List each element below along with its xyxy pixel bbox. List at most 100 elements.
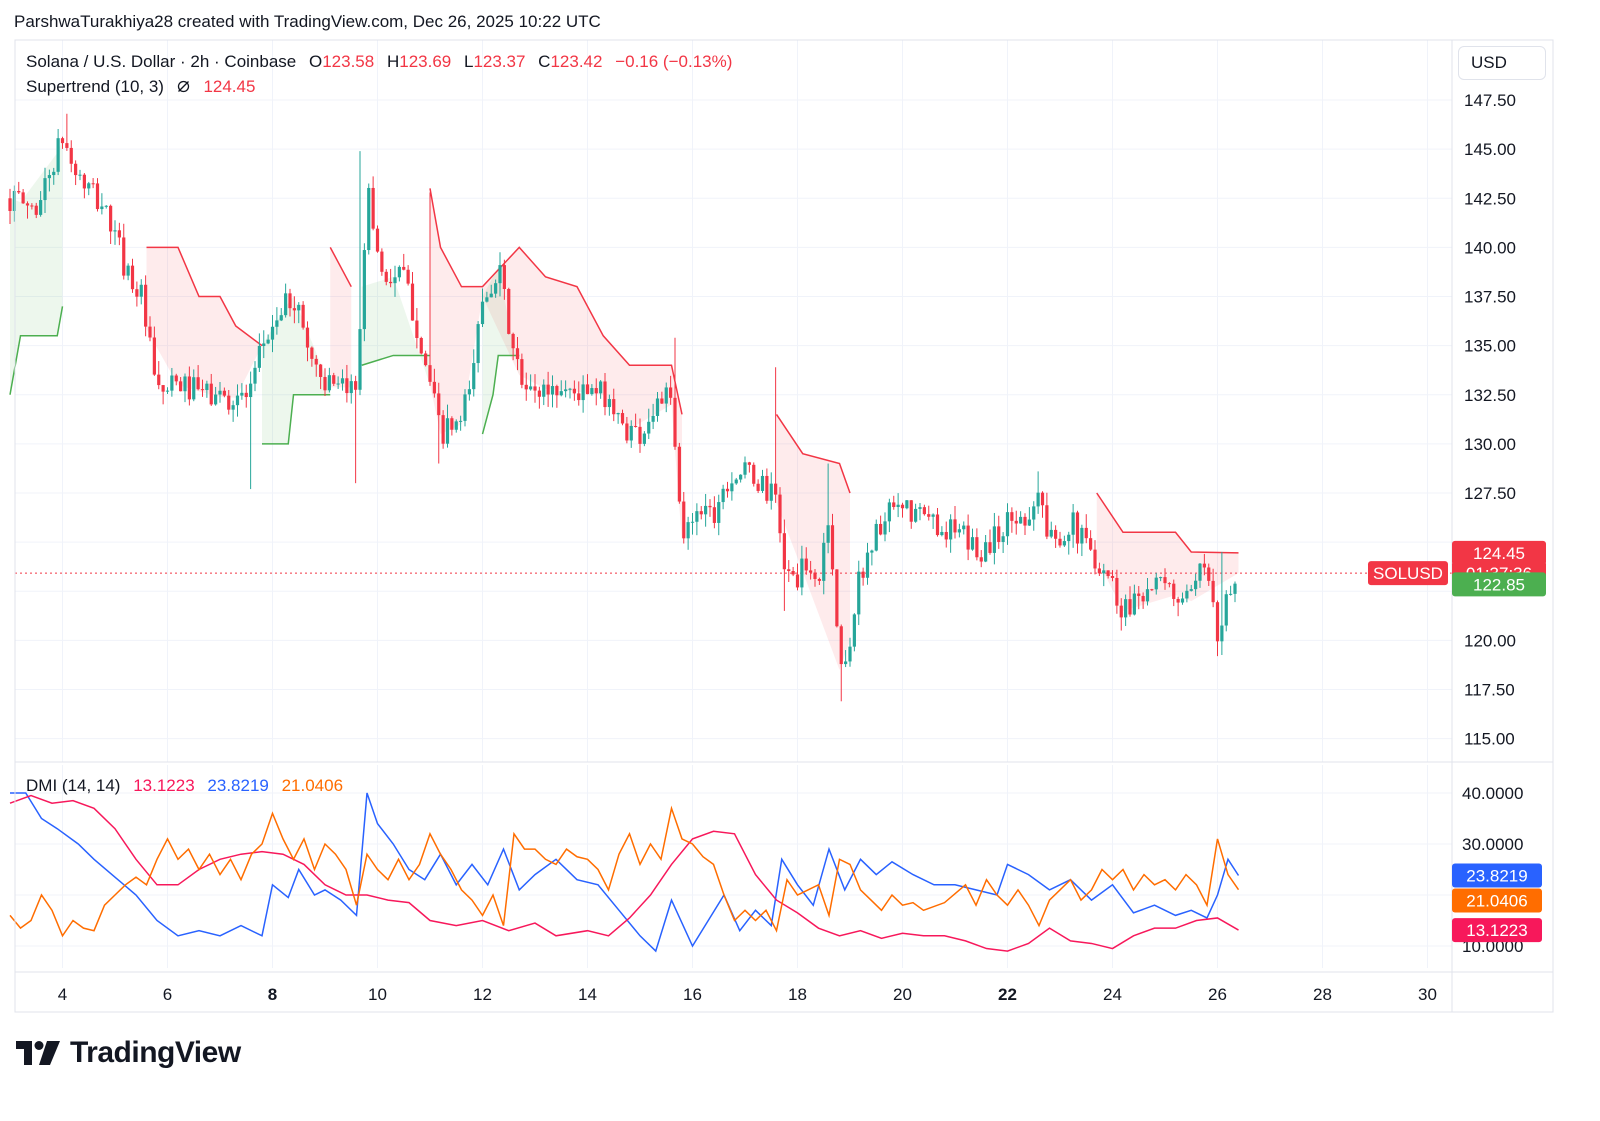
candle-body xyxy=(520,359,524,385)
candle-body xyxy=(1106,570,1110,577)
price-tick-label: 115.00 xyxy=(1464,730,1515,749)
candle-body xyxy=(988,542,992,553)
candle-body xyxy=(1102,570,1106,574)
candle-body xyxy=(800,558,804,588)
support-price-tag xyxy=(1452,572,1546,597)
candle-body xyxy=(314,358,318,365)
candle-body xyxy=(778,494,782,534)
candle-body xyxy=(1163,577,1167,584)
candle-body xyxy=(367,187,371,251)
candle-body xyxy=(345,378,349,394)
candle-body xyxy=(214,394,218,405)
price-tick-label: 147.50 xyxy=(1464,91,1516,110)
dmi-plus-value: 23.8219 xyxy=(207,776,269,795)
candle-body xyxy=(660,398,664,404)
candle-body xyxy=(922,507,926,515)
candle-body xyxy=(896,504,900,508)
candle-body xyxy=(704,505,708,515)
candle-body xyxy=(1167,583,1171,585)
candle-body xyxy=(139,284,143,297)
candle-body xyxy=(498,265,502,284)
candle-body xyxy=(74,163,78,176)
price-tick-label: 117.50 xyxy=(1464,681,1515,700)
candle-body xyxy=(1154,577,1158,590)
candle-body xyxy=(301,304,305,328)
candle-body xyxy=(940,531,944,536)
date-tick-label: 30 xyxy=(1418,985,1437,1004)
candle-body xyxy=(765,475,769,501)
candle-body xyxy=(892,502,896,508)
date-tick-label: 10 xyxy=(368,985,387,1004)
candle-body xyxy=(1093,549,1097,569)
candle-body xyxy=(349,381,353,394)
candle-body xyxy=(677,446,681,502)
candle-body xyxy=(830,525,835,570)
candle-body xyxy=(721,488,725,503)
date-tick-label: 24 xyxy=(1103,985,1122,1004)
candle-body xyxy=(279,315,283,321)
candle-body xyxy=(585,384,590,395)
supertrend-down-fill xyxy=(776,414,850,670)
date-tick-label: 14 xyxy=(578,985,597,1004)
candle-body xyxy=(655,398,660,416)
open-label: O xyxy=(308,52,323,71)
candle-body xyxy=(288,293,292,309)
candle-body xyxy=(1128,599,1132,615)
candle-body xyxy=(332,375,336,384)
candle-body xyxy=(603,381,607,408)
candle-body xyxy=(712,507,716,523)
candle-body xyxy=(1005,512,1010,537)
change-value: −0.16 (−0.13%) xyxy=(615,52,733,71)
candle-body xyxy=(870,550,874,553)
candle-body xyxy=(463,394,467,421)
candle-body xyxy=(931,514,935,517)
dmi-label[interactable]: DMI (14, 14) xyxy=(26,776,121,795)
candle-body xyxy=(297,304,301,311)
candle-body xyxy=(975,537,979,558)
candle-body xyxy=(319,364,323,378)
candle-body xyxy=(480,301,485,325)
candle-body xyxy=(546,384,550,395)
candle-body xyxy=(568,388,572,390)
supertrend-label[interactable]: Supertrend (10, 3) xyxy=(26,77,164,96)
candle-body xyxy=(511,333,515,349)
eye-off-icon[interactable] xyxy=(177,78,191,98)
candle-body xyxy=(564,389,568,392)
candle-body xyxy=(1198,563,1202,581)
price-tick-label: 130.00 xyxy=(1464,435,1516,454)
candle-body xyxy=(1180,598,1185,603)
candle-body xyxy=(393,277,397,284)
candle-body xyxy=(227,395,231,410)
candle-body xyxy=(572,388,576,394)
candle-body xyxy=(809,570,813,573)
candle-body xyxy=(30,205,34,207)
candle-body xyxy=(542,384,546,397)
candle-body xyxy=(559,391,563,396)
candle-body xyxy=(537,390,541,397)
candle-body xyxy=(1220,625,1224,642)
candle-body xyxy=(1132,593,1136,615)
candle-body xyxy=(78,174,82,176)
candle-body xyxy=(695,511,699,522)
candle-body xyxy=(957,529,961,533)
candle-body xyxy=(1176,598,1180,603)
candle-body xyxy=(82,174,86,189)
candle-body xyxy=(266,339,270,344)
candle-body xyxy=(1010,512,1014,521)
candle-body xyxy=(415,320,419,338)
candle-body xyxy=(327,375,331,391)
grid-lines xyxy=(15,40,1452,968)
currency-selector[interactable]: USD xyxy=(1458,46,1546,80)
price-tick-label: 142.50 xyxy=(1464,189,1516,208)
symbol-title[interactable]: Solana / U.S. Dollar · 2h · Coinbase xyxy=(26,52,297,71)
dmi-minus-value: 13.1223 xyxy=(133,776,195,795)
candle-body xyxy=(454,421,458,430)
candle-body xyxy=(428,365,432,382)
candle-body xyxy=(708,505,712,508)
supertrend-up-line xyxy=(361,354,430,366)
candle-body xyxy=(69,147,73,164)
candle-body xyxy=(970,537,975,550)
candle-body xyxy=(165,390,170,392)
candle-body xyxy=(47,175,51,179)
